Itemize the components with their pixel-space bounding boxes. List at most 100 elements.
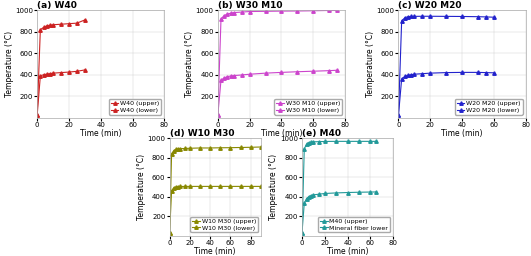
W30 M10 (lower) [326,69,332,72]
W40 (upper) [66,22,72,25]
W20 M20 (upper) [427,15,433,18]
X-axis label: Time (min): Time (min) [261,129,302,138]
Line: W40 (upper): W40 (upper) [36,18,87,117]
Mineral fiber lower [316,193,322,196]
Y-axis label: Temperature (°C): Temperature (°C) [137,154,146,220]
W30 M10 (lower) [224,75,230,78]
W20 M20 (upper) [443,15,449,18]
W30 M10 (upper) [310,9,316,12]
W20 M20 (upper) [475,15,481,18]
W30 M10 (lower) [238,73,245,77]
W20 M20 (lower) [398,78,405,81]
W40 (upper) [50,23,56,26]
W30 M10 (upper) [224,13,230,16]
Mineral fiber lower [303,197,310,200]
W40 (lower) [34,114,40,117]
W20 M20 (lower) [443,71,449,74]
W30 M10 (upper) [294,9,301,13]
W20 M20 (lower) [491,71,497,74]
X-axis label: Time (min): Time (min) [327,247,369,256]
W30 M10 (lower) [334,69,340,72]
W20 M20 (lower) [411,73,417,76]
W20 M20 (upper) [401,16,408,19]
M40 (upper) [303,143,310,146]
W20 M20 (lower) [395,114,401,117]
W20 M20 (upper) [419,15,425,18]
W30 M10 (upper) [215,114,221,117]
W40 (lower) [50,72,56,75]
W10 M30 (lower) [247,185,254,188]
W10 M30 (upper) [173,148,179,151]
Mineral fiber lower [299,231,305,234]
Text: (b) W30 M10: (b) W30 M10 [218,1,282,10]
W20 M20 (lower) [427,72,433,75]
W40 (lower) [58,71,64,74]
Legend: W30 M10 (upper), W30 M10 (lower): W30 M10 (upper), W30 M10 (lower) [275,99,342,115]
M40 (upper) [356,140,362,143]
W40 (upper) [40,26,47,29]
W30 M10 (lower) [227,74,234,78]
W30 M10 (upper) [326,9,332,12]
W30 M10 (lower) [215,114,221,117]
Text: (d) W10 M30: (d) W10 M30 [169,129,234,138]
M40 (upper) [367,140,374,143]
W10 M30 (upper) [258,145,264,148]
M40 (upper) [310,140,316,143]
Mineral fiber lower [306,195,312,198]
Mineral fiber lower [301,202,307,205]
W10 M30 (lower) [217,185,224,188]
W10 M30 (upper) [187,147,193,150]
Mineral fiber lower [356,191,362,194]
W10 M30 (upper) [247,146,254,149]
M40 (upper) [301,147,307,151]
W10 M30 (lower) [182,185,188,188]
W40 (upper) [82,18,88,22]
W40 (lower) [74,70,80,73]
W20 M20 (lower) [483,71,489,74]
Legend: M40 (upper), Mineral fiber lower: M40 (upper), Mineral fiber lower [318,217,390,232]
W20 M20 (upper) [459,15,465,18]
X-axis label: Time (min): Time (min) [194,247,236,256]
W10 M30 (lower) [173,186,179,189]
W10 M30 (upper) [217,146,224,149]
Line: W20 M20 (upper): W20 M20 (upper) [397,15,495,117]
W30 M10 (lower) [246,73,253,76]
W40 (lower) [82,68,88,71]
W40 (upper) [44,24,50,27]
W30 M10 (lower) [221,77,227,80]
X-axis label: Time (min): Time (min) [441,129,483,138]
W20 M20 (upper) [398,19,405,23]
M40 (upper) [345,140,351,143]
W30 M10 (upper) [221,14,227,17]
W10 M30 (lower) [207,185,213,188]
Mineral fiber lower [345,191,351,194]
Legend: W20 M20 (upper), W20 M20 (lower): W20 M20 (upper), W20 M20 (lower) [455,99,523,115]
M40 (upper) [373,140,379,143]
W20 M20 (lower) [475,71,481,74]
W20 M20 (upper) [408,15,414,18]
W10 M30 (upper) [175,147,181,151]
W10 M30 (lower) [258,185,264,188]
W10 M30 (lower) [166,231,173,234]
W30 M10 (lower) [218,79,224,82]
W30 M10 (upper) [238,10,245,14]
Y-axis label: Temperature (°C): Temperature (°C) [185,31,194,97]
W20 M20 (upper) [405,15,411,18]
Line: W10 M30 (upper): W10 M30 (upper) [168,145,263,235]
Text: (a) W40: (a) W40 [37,1,77,10]
M40 (upper) [316,140,322,143]
M40 (upper) [306,141,312,144]
W30 M10 (upper) [246,10,253,13]
M40 (upper) [299,231,305,234]
W40 (upper) [37,28,44,31]
W10 M30 (upper) [227,146,234,149]
W30 M10 (upper) [230,11,237,14]
M40 (upper) [322,140,328,143]
Line: W30 M10 (lower): W30 M10 (lower) [216,69,339,117]
Mineral fiber lower [333,191,339,195]
Text: (c) W20 M20: (c) W20 M20 [398,1,462,10]
W10 M30 (lower) [227,185,234,188]
Mineral fiber lower [310,193,316,196]
W20 M20 (lower) [401,75,408,78]
W40 (upper) [58,23,64,26]
